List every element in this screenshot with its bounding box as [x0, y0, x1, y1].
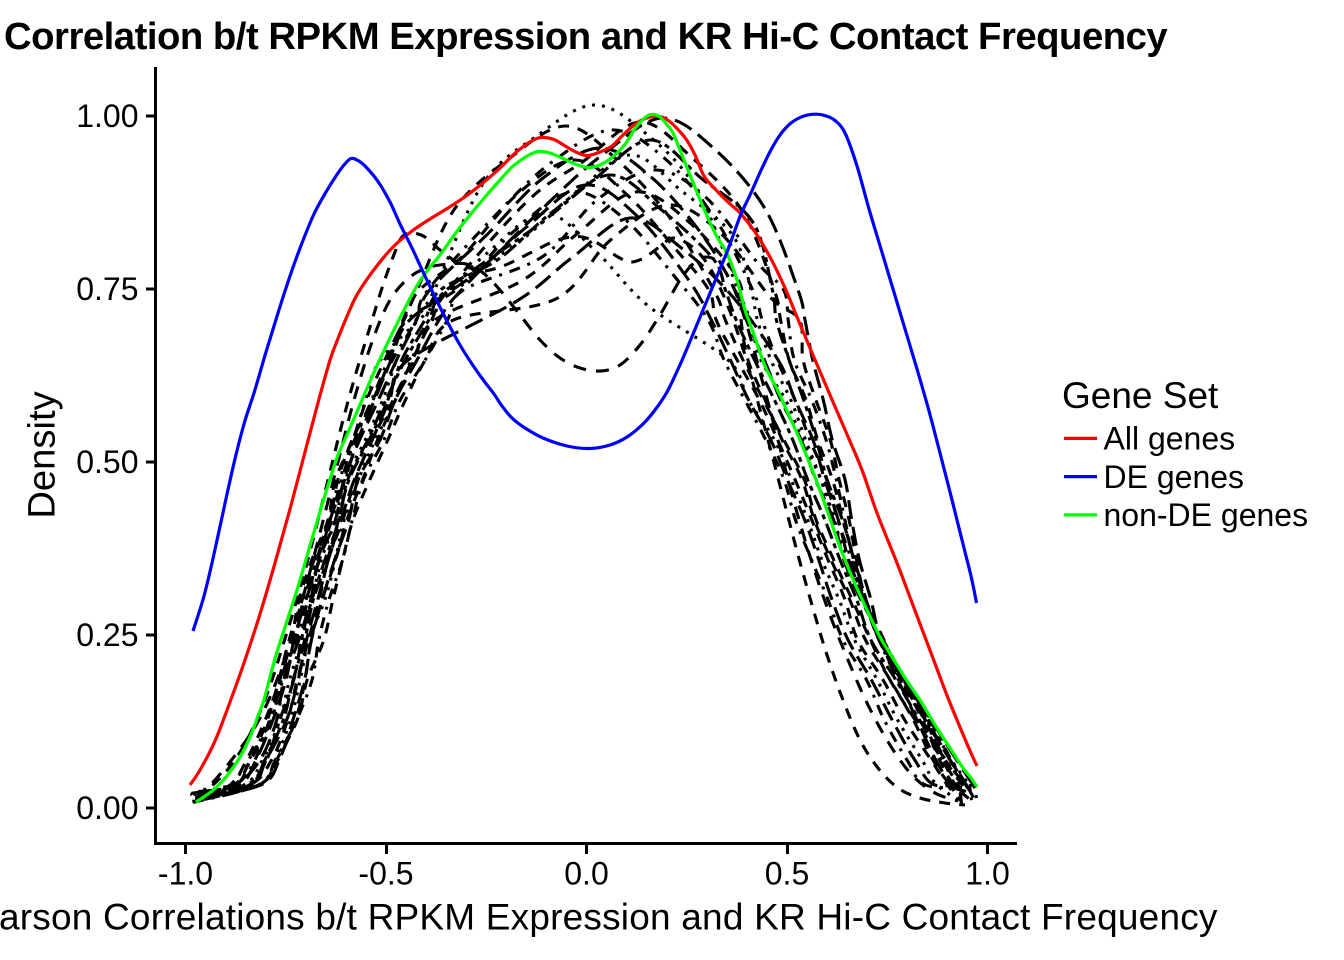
svg-text:0.75: 0.75 [76, 271, 138, 307]
svg-text:0.0: 0.0 [564, 855, 608, 891]
svg-text:-0.5: -0.5 [358, 855, 413, 891]
svg-text:Density: Density [21, 390, 64, 518]
svg-text:Correlation b/t RPKM Expressio: Correlation b/t RPKM Expression and KR H… [4, 15, 1168, 58]
svg-text:0.00: 0.00 [76, 790, 138, 826]
svg-text:Gene Set: Gene Set [1062, 375, 1219, 416]
svg-text:All genes: All genes [1104, 421, 1236, 457]
svg-text:non-DE genes: non-DE genes [1104, 497, 1309, 533]
svg-text:1.0: 1.0 [965, 855, 1009, 891]
svg-text:1.00: 1.00 [76, 98, 138, 134]
svg-text:DE genes: DE genes [1104, 459, 1245, 495]
svg-text:0.50: 0.50 [76, 444, 138, 480]
svg-text:-1.0: -1.0 [158, 855, 213, 891]
svg-text:0.25: 0.25 [76, 617, 138, 653]
svg-text:0.5: 0.5 [765, 855, 809, 891]
svg-text:Pearson Correlations b/t RPKM: Pearson Correlations b/t RPKM Expression… [0, 897, 1218, 938]
